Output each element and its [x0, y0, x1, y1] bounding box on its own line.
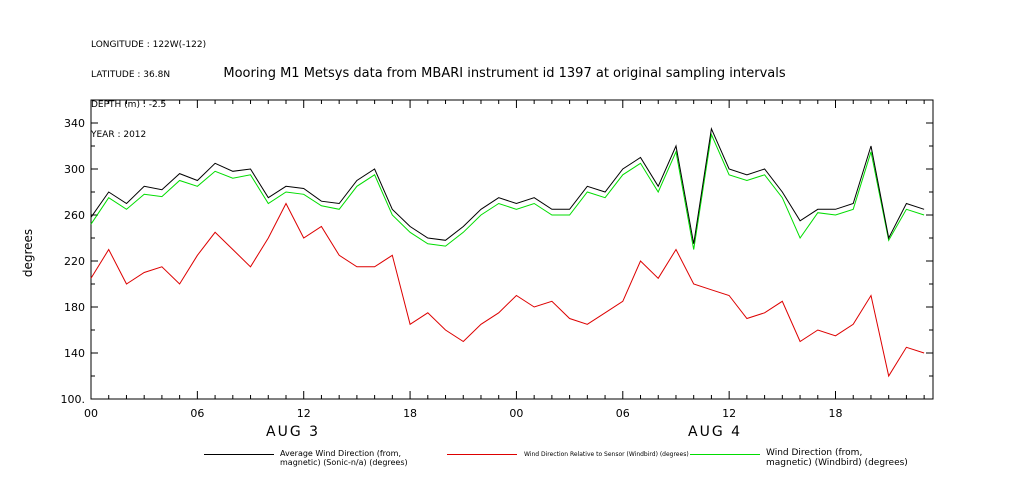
y-tick-label: 140	[64, 347, 85, 360]
x-tick-label: 18	[403, 407, 417, 420]
y-tick-label: 300	[64, 163, 85, 176]
y-tick-label: 100.	[61, 393, 86, 406]
y-tick-label: 260	[64, 209, 85, 222]
x-tick-label: 00	[84, 407, 98, 420]
legend-text-relative-wind: Wind Direction Relative to Sensor (Windb…	[524, 451, 689, 458]
longitude-label: LONGITUDE : 122W(-122)	[91, 40, 207, 50]
legend-text-windbird-wind-2: magnetic) (Windbird) (degrees)	[766, 458, 908, 468]
series-line-relative-wind	[90, 202, 925, 378]
legend-text-average-wind-2: magnetic) (Sonic-n/a) (degrees)	[280, 458, 408, 467]
series-line-windbird-wind	[90, 132, 925, 250]
plot-frame	[90, 99, 934, 400]
y-tick-label: 180	[64, 301, 85, 314]
legend-swatch-relative-wind	[447, 454, 517, 455]
x-tick-label: 00	[509, 407, 523, 420]
y-tick-label: 220	[64, 255, 85, 268]
legend-entry-relative-wind: Wind Direction Relative to Sensor (Windb…	[524, 450, 689, 459]
depth-label: DEPTH (m) : -2.5	[91, 100, 167, 110]
x-tick-label: 18	[829, 407, 843, 420]
metadata-block: LONGITUDE : 122W(-122) LATITUDE : 36.8N …	[91, 20, 206, 150]
day-label-aug3: AUG 3	[266, 424, 321, 440]
x-tick-label: 12	[722, 407, 736, 420]
legend-swatch-average-wind	[204, 454, 274, 455]
y-axis-label: degrees	[21, 228, 35, 278]
x-tick-label: 12	[297, 407, 311, 420]
legend-entry-windbird-wind: Wind Direction (from, magnetic) (Windbir…	[766, 448, 908, 468]
y-tick-label: 340	[64, 117, 85, 130]
x-tick-label: 06	[616, 407, 630, 420]
day-label-aug4: AUG 4	[688, 424, 743, 440]
legend-swatch-windbird-wind	[690, 454, 760, 455]
legend-text-average-wind-1: Average Wind Direction (from,	[280, 449, 402, 458]
chart-title: Mooring M1 Metsys data from MBARI instru…	[223, 66, 786, 81]
year-label: YEAR : 2012	[91, 130, 147, 140]
legend-text-windbird-wind-1: Wind Direction (from,	[766, 448, 863, 458]
series-line-average-wind	[90, 127, 925, 244]
x-tick-label: 06	[190, 407, 204, 420]
latitude-label: LATITUDE : 36.8N	[91, 70, 171, 80]
legend-entry-average-wind: Average Wind Direction (from, magnetic) …	[280, 449, 408, 467]
